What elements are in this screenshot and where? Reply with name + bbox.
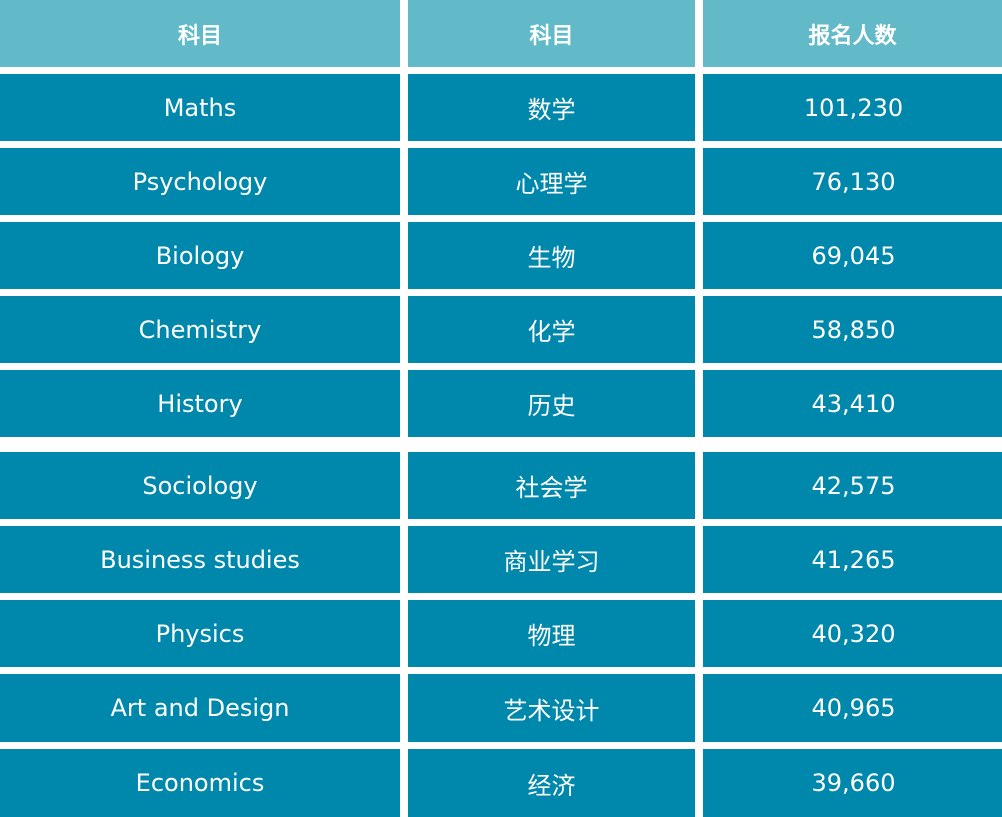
subject-english-cell: Physics bbox=[0, 600, 400, 667]
subject-chinese-cell: 社会学 bbox=[408, 452, 695, 519]
enrollment-count-cell: 101,230 bbox=[703, 74, 1002, 141]
header-enrollment-count: 报名人数 bbox=[703, 0, 1002, 67]
enrollment-count-cell: 58,850 bbox=[703, 296, 1002, 363]
subject-chinese-cell: 数学 bbox=[408, 74, 695, 141]
subject-english-cell: Sociology bbox=[0, 452, 400, 519]
enrollment-count-cell: 76,130 bbox=[703, 148, 1002, 215]
subject-english-cell: Maths bbox=[0, 74, 400, 141]
subject-chinese-cell: 物理 bbox=[408, 600, 695, 667]
subject-english-cell: Art and Design bbox=[0, 674, 400, 742]
enrollment-count-cell: 43,410 bbox=[703, 370, 1002, 437]
subject-chinese-cell: 化学 bbox=[408, 296, 695, 363]
subject-english-cell: Economics bbox=[0, 749, 400, 817]
enrollment-count-cell: 69,045 bbox=[703, 222, 1002, 289]
enrollment-count-cell: 39,660 bbox=[703, 749, 1002, 817]
enrollment-count-cell: 41,265 bbox=[703, 526, 1002, 593]
subject-chinese-cell: 生物 bbox=[408, 222, 695, 289]
subject-chinese-cell: 艺术设计 bbox=[408, 674, 695, 742]
subject-chinese-cell: 历史 bbox=[408, 370, 695, 437]
subject-english-cell: Business studies bbox=[0, 526, 400, 593]
subject-chinese-cell: 商业学习 bbox=[408, 526, 695, 593]
enrollment-count-cell: 40,320 bbox=[703, 600, 1002, 667]
enrollment-count-cell: 40,965 bbox=[703, 674, 1002, 742]
subject-english-cell: History bbox=[0, 370, 400, 437]
subject-english-cell: Biology bbox=[0, 222, 400, 289]
subject-chinese-cell: 心理学 bbox=[408, 148, 695, 215]
subject-chinese-cell: 经济 bbox=[408, 749, 695, 817]
header-subject-english: 科目 bbox=[0, 0, 400, 67]
subject-english-cell: Psychology bbox=[0, 148, 400, 215]
enrollment-count-cell: 42,575 bbox=[703, 452, 1002, 519]
subject-english-cell: Chemistry bbox=[0, 296, 400, 363]
header-subject-chinese: 科目 bbox=[408, 0, 695, 67]
